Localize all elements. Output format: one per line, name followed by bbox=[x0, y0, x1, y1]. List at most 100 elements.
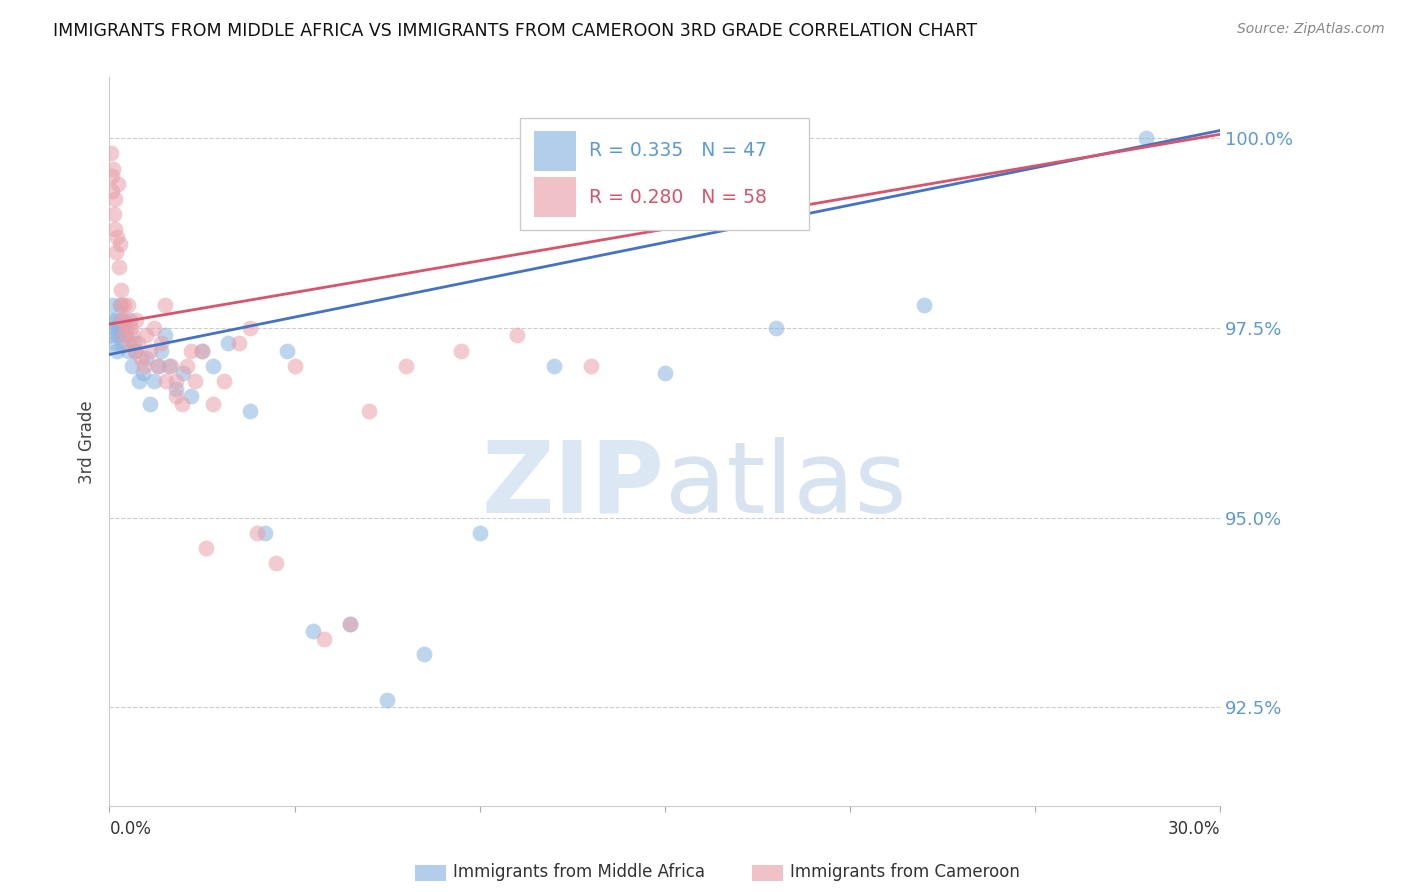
Point bbox=[100, 146, 122, 161]
Text: R = 0.335   N = 47: R = 0.335 N = 47 bbox=[589, 141, 768, 161]
Point bbox=[765, 321, 787, 335]
Point bbox=[246, 525, 269, 540]
Point bbox=[146, 359, 169, 373]
Point bbox=[543, 359, 565, 373]
Point bbox=[105, 313, 128, 327]
Point bbox=[132, 367, 155, 381]
Point bbox=[139, 343, 162, 358]
Point bbox=[132, 359, 155, 373]
Point bbox=[100, 169, 122, 183]
Point bbox=[124, 343, 146, 358]
Point bbox=[100, 328, 122, 343]
Point bbox=[375, 692, 398, 706]
Point bbox=[191, 343, 214, 358]
Text: atlas: atlas bbox=[665, 437, 907, 534]
Point bbox=[153, 298, 176, 312]
Point bbox=[314, 632, 336, 646]
Point bbox=[155, 374, 177, 388]
Point bbox=[107, 321, 129, 335]
Point bbox=[112, 298, 135, 312]
Point bbox=[101, 161, 124, 176]
Point bbox=[153, 328, 176, 343]
Point bbox=[135, 328, 157, 343]
Text: 30.0%: 30.0% bbox=[1167, 820, 1220, 838]
Point bbox=[105, 229, 128, 244]
Point bbox=[117, 298, 139, 312]
Point bbox=[276, 343, 298, 358]
Point bbox=[194, 541, 217, 555]
Point bbox=[202, 397, 225, 411]
Point bbox=[101, 184, 124, 198]
Point bbox=[103, 321, 125, 335]
Point bbox=[339, 616, 361, 631]
Point bbox=[115, 321, 138, 335]
Point bbox=[176, 359, 198, 373]
Point bbox=[302, 624, 325, 639]
Point bbox=[118, 313, 141, 327]
Point bbox=[139, 397, 162, 411]
Point bbox=[165, 374, 187, 388]
Point bbox=[283, 359, 305, 373]
Point bbox=[105, 244, 128, 259]
Point bbox=[170, 397, 193, 411]
Point bbox=[264, 556, 287, 570]
Point bbox=[654, 367, 676, 381]
Point bbox=[135, 351, 157, 366]
Point bbox=[107, 328, 129, 343]
Point bbox=[129, 351, 152, 366]
Point bbox=[150, 336, 173, 351]
Point bbox=[120, 321, 142, 335]
Point bbox=[117, 343, 139, 358]
Point bbox=[912, 298, 935, 312]
Point bbox=[165, 382, 187, 396]
Point bbox=[118, 336, 141, 351]
Point bbox=[191, 343, 214, 358]
Text: Immigrants from Cameroon: Immigrants from Cameroon bbox=[790, 863, 1019, 881]
Point bbox=[110, 283, 132, 297]
Point bbox=[183, 374, 205, 388]
Point bbox=[202, 359, 225, 373]
Point bbox=[339, 616, 361, 631]
Point bbox=[165, 389, 187, 403]
Point bbox=[142, 374, 165, 388]
FancyBboxPatch shape bbox=[520, 118, 808, 230]
Point bbox=[110, 298, 132, 312]
Bar bbox=[534, 130, 576, 170]
Text: 0.0%: 0.0% bbox=[110, 820, 152, 838]
Point bbox=[394, 359, 416, 373]
Point bbox=[104, 192, 127, 206]
Point bbox=[357, 404, 380, 418]
Bar bbox=[534, 178, 576, 218]
Point bbox=[142, 321, 165, 335]
Point bbox=[180, 389, 202, 403]
Point bbox=[413, 647, 436, 661]
Text: Immigrants from Middle Africa: Immigrants from Middle Africa bbox=[453, 863, 704, 881]
Point bbox=[217, 336, 239, 351]
Point bbox=[114, 313, 136, 327]
Point bbox=[127, 336, 149, 351]
Point bbox=[121, 328, 143, 343]
Point bbox=[1135, 131, 1157, 145]
Text: IMMIGRANTS FROM MIDDLE AFRICA VS IMMIGRANTS FROM CAMEROON 3RD GRADE CORRELATION : IMMIGRANTS FROM MIDDLE AFRICA VS IMMIGRA… bbox=[53, 22, 977, 40]
Point bbox=[105, 343, 128, 358]
Point bbox=[115, 328, 138, 343]
Point bbox=[239, 321, 262, 335]
Y-axis label: 3rd Grade: 3rd Grade bbox=[79, 400, 96, 483]
Point bbox=[212, 374, 235, 388]
Point bbox=[159, 359, 181, 373]
Point bbox=[104, 222, 127, 236]
Point bbox=[253, 525, 276, 540]
Point bbox=[180, 343, 202, 358]
Point bbox=[104, 336, 127, 351]
Point bbox=[107, 260, 129, 275]
Point bbox=[122, 336, 145, 351]
Point bbox=[450, 343, 472, 358]
Point bbox=[579, 359, 602, 373]
Point bbox=[112, 321, 135, 335]
Point bbox=[172, 367, 194, 381]
Point bbox=[150, 343, 173, 358]
Point bbox=[124, 343, 146, 358]
Point bbox=[146, 359, 169, 373]
Point bbox=[125, 313, 148, 327]
Text: R = 0.280   N = 58: R = 0.280 N = 58 bbox=[589, 188, 766, 207]
